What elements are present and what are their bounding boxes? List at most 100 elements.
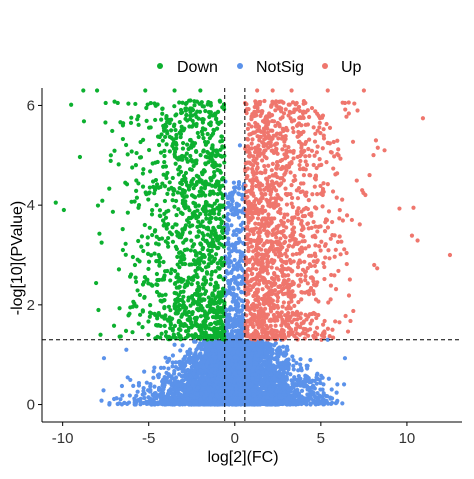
point-notsig bbox=[291, 367, 296, 372]
point-down bbox=[136, 122, 141, 127]
point-down bbox=[161, 164, 166, 169]
point-notsig bbox=[312, 378, 317, 384]
point-down bbox=[96, 307, 101, 313]
point-notsig bbox=[276, 386, 282, 391]
point-notsig bbox=[201, 400, 207, 405]
point-notsig bbox=[219, 377, 224, 382]
point-notsig bbox=[329, 396, 335, 401]
point-notsig bbox=[161, 365, 167, 370]
point-notsig bbox=[233, 362, 238, 367]
point-notsig bbox=[334, 390, 339, 395]
point-notsig bbox=[296, 368, 301, 373]
point-notsig bbox=[270, 347, 275, 352]
point-notsig bbox=[281, 344, 286, 349]
point-notsig bbox=[252, 356, 258, 361]
point-down bbox=[200, 245, 206, 251]
point-notsig bbox=[312, 394, 318, 399]
point-notsig bbox=[157, 401, 162, 406]
point-notsig bbox=[166, 380, 171, 385]
point-notsig bbox=[282, 353, 288, 358]
point-notsig bbox=[214, 363, 219, 368]
point-down bbox=[130, 165, 135, 170]
point-notsig bbox=[223, 367, 228, 372]
point-notsig bbox=[274, 364, 279, 370]
point-down bbox=[193, 204, 198, 209]
point-notsig bbox=[225, 195, 231, 201]
point-notsig bbox=[228, 400, 234, 405]
point-notsig bbox=[290, 379, 295, 384]
point-down bbox=[172, 204, 177, 209]
point-notsig bbox=[249, 382, 254, 387]
point-down bbox=[178, 334, 183, 339]
point-notsig bbox=[148, 382, 153, 387]
point-notsig bbox=[235, 350, 240, 355]
point-down bbox=[170, 175, 175, 181]
point-notsig bbox=[119, 383, 125, 389]
point-notsig bbox=[115, 401, 120, 407]
point-notsig bbox=[227, 370, 232, 375]
point-notsig bbox=[251, 365, 257, 370]
point-notsig bbox=[273, 341, 278, 346]
point-notsig bbox=[246, 348, 251, 353]
point-down bbox=[174, 112, 179, 117]
point-notsig bbox=[269, 365, 275, 370]
point-notsig bbox=[237, 143, 243, 148]
point-notsig bbox=[135, 389, 140, 394]
point-notsig bbox=[286, 365, 291, 371]
point-down bbox=[182, 247, 187, 253]
point-notsig bbox=[136, 397, 141, 403]
point-notsig bbox=[258, 382, 263, 387]
point-notsig bbox=[165, 359, 170, 365]
point-down bbox=[184, 113, 189, 118]
point-notsig bbox=[214, 392, 219, 397]
point-notsig bbox=[114, 396, 119, 401]
point-notsig bbox=[177, 360, 182, 365]
point-notsig bbox=[240, 303, 245, 309]
point-notsig bbox=[208, 402, 213, 407]
point-down bbox=[141, 167, 146, 172]
point-notsig bbox=[189, 393, 194, 399]
point-notsig bbox=[169, 387, 174, 392]
point-notsig bbox=[232, 257, 237, 263]
point-notsig bbox=[231, 285, 236, 290]
point-down bbox=[116, 267, 122, 272]
point-notsig bbox=[240, 394, 245, 399]
point-notsig bbox=[142, 395, 147, 401]
point-down bbox=[178, 107, 184, 113]
point-notsig bbox=[172, 401, 177, 407]
point-notsig bbox=[236, 236, 242, 241]
point-notsig bbox=[229, 269, 234, 274]
point-notsig bbox=[179, 374, 184, 379]
point-notsig bbox=[235, 261, 240, 266]
point-notsig bbox=[303, 396, 308, 401]
point-down bbox=[138, 139, 143, 145]
point-down bbox=[182, 261, 188, 267]
point-notsig bbox=[247, 395, 252, 400]
point-down bbox=[134, 195, 140, 200]
point-notsig bbox=[236, 273, 241, 278]
point-down bbox=[162, 306, 167, 311]
point-notsig bbox=[280, 376, 286, 381]
point-down bbox=[209, 277, 214, 282]
point-notsig bbox=[276, 379, 281, 384]
point-notsig bbox=[173, 364, 178, 370]
point-down bbox=[152, 251, 157, 256]
point-notsig bbox=[235, 267, 240, 272]
point-notsig bbox=[320, 387, 325, 392]
point-notsig bbox=[232, 247, 237, 252]
point-down bbox=[201, 136, 206, 141]
point-notsig bbox=[191, 379, 196, 385]
point-notsig bbox=[160, 383, 165, 388]
point-notsig bbox=[200, 377, 206, 382]
point-down bbox=[206, 160, 211, 165]
point-notsig bbox=[218, 348, 224, 353]
point-notsig bbox=[239, 380, 244, 386]
point-down bbox=[133, 163, 139, 168]
point-down bbox=[195, 208, 200, 213]
point-down bbox=[174, 212, 179, 218]
point-notsig bbox=[285, 371, 290, 376]
point-notsig bbox=[302, 380, 307, 386]
point-down bbox=[147, 185, 152, 190]
point-notsig bbox=[265, 380, 270, 386]
